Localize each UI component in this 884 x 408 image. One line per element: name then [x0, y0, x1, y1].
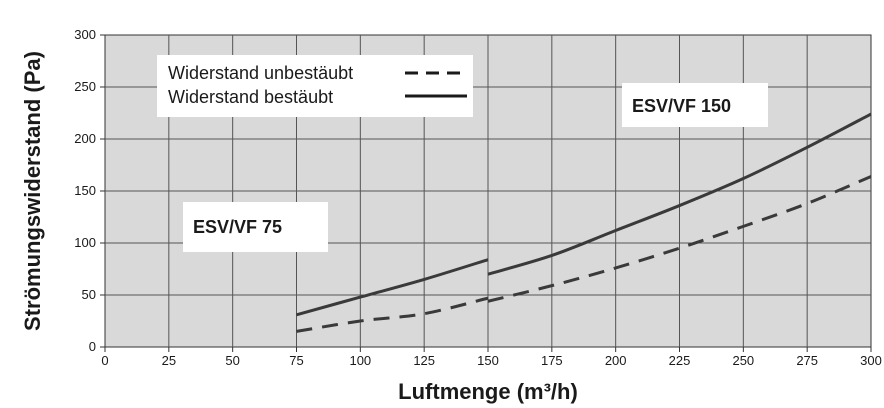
- y-tick-label: 300: [74, 27, 96, 42]
- y-axis-title: Strömungswiderstand (Pa): [20, 51, 45, 331]
- x-tick-label: 50: [225, 353, 239, 368]
- annotation-box: [183, 202, 328, 252]
- series-lines: [296, 112, 872, 333]
- annotation-esv-vf-150: ESV/VF 150: [622, 83, 768, 127]
- legend-box: [157, 55, 473, 117]
- x-tick-label: 125: [413, 353, 435, 368]
- legend-label-bestaubt: Widerstand bestäubt: [168, 87, 333, 107]
- x-tick-label: 25: [162, 353, 176, 368]
- legend-label-unbestaubt: Widerstand unbestäubt: [168, 63, 353, 83]
- series-line-dashed: [487, 175, 872, 303]
- y-tick-label: 250: [74, 79, 96, 94]
- annotation-text: ESV/VF 150: [632, 96, 731, 116]
- x-tick-label: 225: [669, 353, 691, 368]
- legend: Widerstand unbestäubt Widerstand bestäub…: [157, 55, 473, 117]
- x-tick-label: 150: [477, 353, 499, 368]
- annotation-esv-vf-75: ESV/VF 75: [183, 202, 328, 252]
- y-tick-label: 200: [74, 131, 96, 146]
- x-tick-label: 200: [605, 353, 627, 368]
- series-line-solid: [296, 258, 489, 317]
- y-tick-label: 150: [74, 183, 96, 198]
- annotation-box: [622, 83, 768, 127]
- x-tick-label: 0: [101, 353, 108, 368]
- y-tick-label: 100: [74, 235, 96, 250]
- x-tick-label: 275: [796, 353, 818, 368]
- x-tick-label: 75: [289, 353, 303, 368]
- x-axis-ticks: 0 25 50 75 100 125 150 175 200 225 250 275 300: [101, 347, 882, 368]
- annotation-text: ESV/VF 75: [193, 217, 282, 237]
- x-tick-label: 300: [860, 353, 882, 368]
- series-line-solid: [487, 112, 872, 276]
- x-axis-title: Luftmenge (m³/h): [398, 379, 578, 404]
- x-tick-label: 175: [541, 353, 563, 368]
- y-tick-label: 50: [82, 287, 96, 302]
- y-axis-ticks: 0 50 100 150 200 250 300: [74, 27, 105, 354]
- y-tick-label: 0: [89, 339, 96, 354]
- x-tick-label: 100: [349, 353, 371, 368]
- series-line-dashed: [296, 296, 489, 333]
- x-tick-label: 250: [732, 353, 754, 368]
